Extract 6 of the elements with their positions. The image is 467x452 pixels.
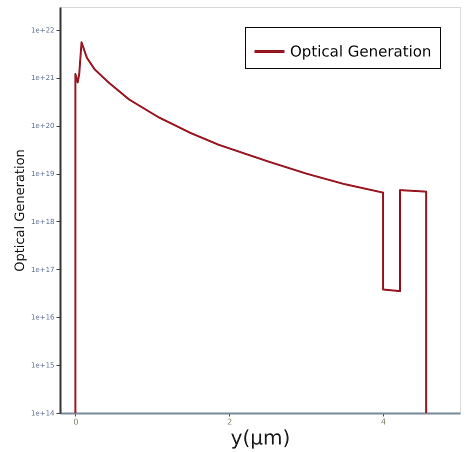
- x-tick-label: 2: [227, 418, 232, 426]
- x-tick-label: 4: [381, 418, 386, 426]
- x-axis-title: y(μm): [230, 426, 290, 450]
- x-tick-label: 0: [73, 418, 78, 426]
- legend-label: Optical Generation: [290, 42, 432, 60]
- y-axis-title: Optical Generation: [12, 149, 28, 272]
